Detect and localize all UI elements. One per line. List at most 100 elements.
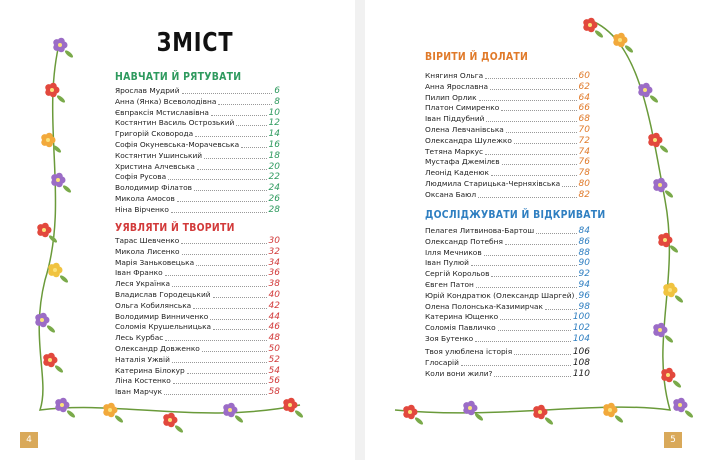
toc-entry: Софія Окуневська-Морачевська 16 (115, 140, 280, 150)
entry-name: Микола Лисенко (115, 246, 180, 256)
flower-petal (467, 400, 475, 408)
leader-dots (171, 361, 267, 363)
flower-petal (677, 397, 685, 405)
flower-center (53, 268, 57, 272)
toc-entry: Ніна Вірченко 28 (115, 205, 280, 215)
entry-page: 76 (578, 157, 590, 168)
toc-entry: Ярослав Мудрий 6 (115, 86, 280, 96)
toc-entry: Твоя улюблена історія 106 (425, 347, 590, 357)
entry-page: 96 (578, 290, 590, 301)
leaf (234, 415, 244, 423)
flower-center (228, 408, 232, 412)
leaf (414, 417, 424, 425)
toc-entry: Юрій Кондратюк (Олександр Шаргей) 96 (425, 291, 590, 301)
entry-name: Княгиня Ольга (425, 71, 484, 80)
leaf (56, 95, 66, 103)
leaf (174, 425, 184, 433)
leader-dots (212, 297, 267, 298)
entry-name: Тарас Шевченко (115, 236, 180, 245)
entry-name: Олена Полонська-Казимирчак (425, 301, 543, 311)
leader-dots (164, 275, 267, 277)
toc-entry: Ілля Мечников 88 (425, 248, 590, 258)
flower-center (538, 410, 542, 414)
entry-name: Володимир Винниченко (115, 311, 209, 321)
flower-petal (537, 404, 545, 412)
toc-entry: Володимир Філатов 24 (115, 183, 280, 193)
leader-dots (486, 121, 577, 123)
entry-page: 6 (274, 86, 280, 96)
entry-page: 92 (578, 269, 590, 280)
section-heading: ДОСЛІДЖУВАТИ Й ВІДКРИВАТИ (425, 208, 606, 221)
leader-dots (195, 136, 267, 138)
flower-center (668, 288, 672, 292)
toc-entry: Княгиня Ольга 60 (425, 71, 590, 81)
entry-page: 74 (578, 146, 590, 157)
entry-page: 24 (268, 183, 280, 194)
entry-name: Олександра Шулежко (425, 135, 512, 145)
leader-dots (210, 114, 267, 116)
entry-page: 16 (268, 140, 280, 150)
entry-page: 106 (572, 347, 590, 357)
toc-entry: Марія Заньковецька 34 (115, 258, 280, 268)
entry-name: Оксана Баюл (425, 189, 477, 199)
entry-name: Марія Заньковецька (115, 257, 195, 267)
toc-entry: Владислав Городецький 40 (115, 290, 280, 300)
leader-dots (201, 351, 267, 352)
entry-name: Пилип Орлик (425, 92, 477, 102)
leader-dots (241, 147, 267, 148)
toc-entry: Євген Патон 94 (425, 280, 590, 290)
entry-name: Платон Симиренко (425, 103, 500, 113)
entry-page: 8 (274, 96, 280, 107)
flower-petal (642, 82, 650, 90)
leader-dots (513, 142, 577, 144)
leader-dots (181, 253, 267, 255)
flower-center (42, 228, 46, 232)
entry-name: Ярослав Мудрий (115, 86, 180, 95)
entry-name: Олександр Потебня (425, 236, 503, 246)
toc-entry: Соломія Крушельницька 46 (115, 322, 280, 332)
page-number: 4 (20, 432, 38, 448)
leaf (48, 235, 58, 243)
toc-entry: Тарас Шевченко 30 (115, 236, 280, 246)
flower-center (108, 408, 112, 412)
entry-page: 100 (572, 312, 590, 323)
flower-petal (617, 32, 625, 40)
toc-entry: Ольга Кобилянська 42 (115, 301, 280, 311)
entry-name: Юрій Кондратюк (Олександр Шаргей) (425, 290, 575, 300)
flower-petal (47, 352, 55, 360)
flower-center (56, 178, 60, 182)
leader-dots (536, 233, 577, 234)
flower-center (653, 138, 657, 142)
flower-center (468, 406, 472, 410)
leaf (62, 185, 72, 193)
entry-page: 98 (578, 301, 590, 312)
leaf (664, 335, 674, 343)
entry-name: Євпраксія Мстиславівна (115, 107, 209, 117)
entry-name: Леся Українка (115, 279, 171, 289)
flower-petal (657, 177, 665, 185)
leaf (52, 145, 62, 153)
leader-dots (176, 201, 267, 202)
leader-dots (485, 153, 577, 155)
entry-page: 94 (578, 280, 590, 290)
leader-dots (193, 307, 267, 309)
section-heading: НАВЧАТИ Й РЯТУВАТИ (115, 70, 242, 83)
entry-page: 38 (268, 279, 280, 290)
flower-center (658, 183, 662, 187)
leader-dots (478, 196, 577, 198)
entry-name: Катерина Ющенко (425, 312, 499, 322)
leader-dots (186, 372, 267, 374)
flower-center (168, 418, 172, 422)
entry-page: 34 (268, 257, 280, 268)
entry-name: Соломія Крушельницька (115, 322, 212, 332)
toc-entry: Зоя Бутенко 104 (425, 334, 590, 344)
entry-page: 84 (578, 226, 590, 236)
flower-center (58, 43, 62, 47)
leader-dots (497, 330, 571, 332)
entry-name: Зоя Бутенко (425, 334, 474, 343)
flower-petal (662, 232, 670, 240)
leaf (674, 295, 684, 303)
toc-entry: Христина Алчевська 20 (115, 162, 280, 172)
